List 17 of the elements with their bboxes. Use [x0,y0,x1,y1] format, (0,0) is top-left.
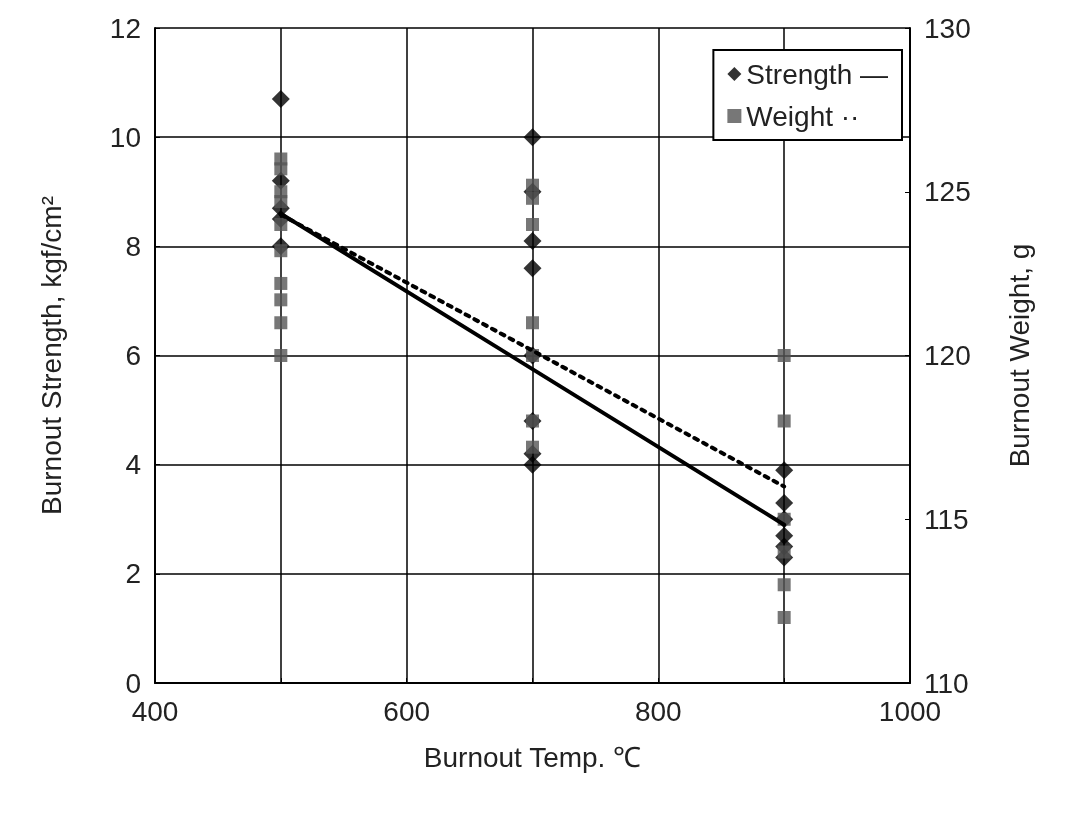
y2-tick-label: 130 [924,12,971,44]
y-tick-label: 12 [109,12,141,44]
x-axis-title: Burnout Temp. ℃ [423,741,642,773]
legend-label: Strength — [746,58,889,90]
y-axis-title: Burnout Strength, kgf/cm² [35,195,67,516]
y2-tick-label: 125 [924,176,971,208]
legend-label: Weight ·· [746,100,860,132]
y2-tick-label: 115 [924,503,969,535]
y-tick-label: 2 [125,558,141,590]
x-tick-label: 800 [634,695,682,727]
y2-axis-title: Burnout Weight, g [1003,243,1035,468]
y-tick-label: 4 [125,449,141,481]
x-tick-label: 600 [383,695,431,727]
y-tick-label: 10 [109,121,141,153]
y2-tick-label: 120 [924,340,971,371]
y-tick-label: 8 [125,230,141,262]
y-tick-label: 6 [125,340,141,371]
